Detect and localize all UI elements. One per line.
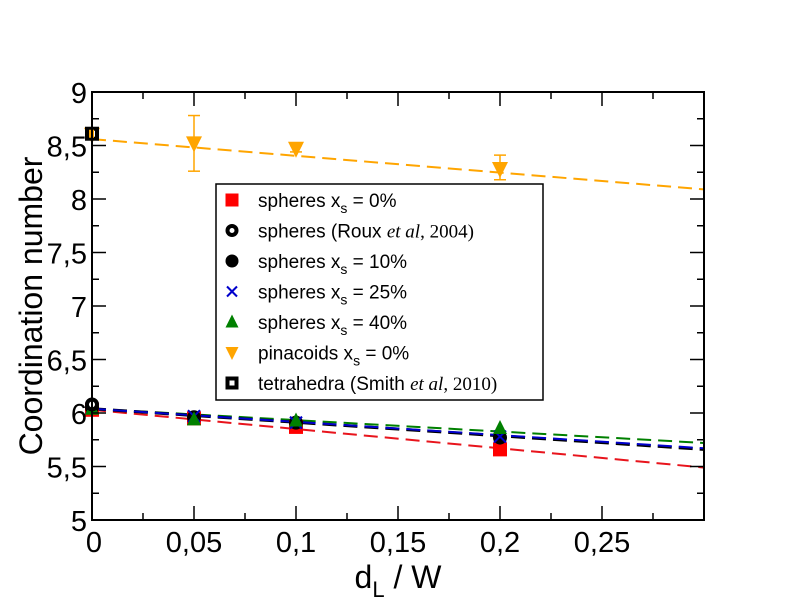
fit-line <box>91 407 705 444</box>
legend-label-text: spheres x <box>258 252 341 273</box>
y-tick-label: 9 <box>71 78 87 110</box>
legend-label-sub: s <box>340 322 347 338</box>
x-axis-label-suffix: / W <box>385 559 443 595</box>
x-tick-label: 0,15 <box>370 527 426 559</box>
legend-label-text: tetrahedra (Smith <box>258 374 410 395</box>
legend-label-text: spheres x <box>258 313 341 334</box>
legend-label: tetrahedra (Smith et al, 2010) <box>258 374 497 395</box>
legend-label-text: spheres x <box>258 191 341 212</box>
legend-label: spheres (Roux et al, 2004) <box>258 222 474 243</box>
x-tick-label: 0,1 <box>276 527 316 559</box>
x-axis-label-sub: L <box>372 577 384 602</box>
y-tick-label: 5,5 <box>47 453 87 485</box>
x-tick-label: 0,2 <box>480 527 520 559</box>
y-tick-label: 8,5 <box>47 132 87 164</box>
fit-line <box>91 408 705 469</box>
x-tick-label: 0 <box>86 527 102 559</box>
legend-label-sub: s <box>340 261 347 277</box>
legend-entry: pinacoids xs = 0% <box>225 344 409 369</box>
y-tick-label: 7 <box>71 292 87 324</box>
y-tick-label: 8 <box>71 185 87 217</box>
legend-label: spheres xs = 40% <box>258 313 407 338</box>
legend-entry: tetrahedra (Smith et al, 2010) <box>225 374 497 395</box>
legend-entry: spheres xs = 0% <box>225 191 397 216</box>
legend-label-post: = 25% <box>347 283 407 304</box>
legend-label-sub: s <box>353 353 360 369</box>
y-tick-label: 6 <box>71 399 87 431</box>
legend-label-post: = 0% <box>347 191 396 212</box>
legend-label-sub: s <box>340 200 347 216</box>
legend-marker-open-circle <box>225 224 239 237</box>
legend-label: spheres xs = 25% <box>258 283 407 308</box>
marker-triangle-down <box>186 136 202 153</box>
legend-label-italic: et al <box>410 374 443 395</box>
fit-line <box>91 138 705 191</box>
legend-entry: spheres xs = 40% <box>225 313 407 338</box>
legend-label-post: = 0% <box>360 344 409 365</box>
legend-label-year: , 2004) <box>420 222 474 243</box>
legend-marker-circle <box>225 254 239 268</box>
legend-marker-open-square <box>225 376 239 390</box>
legend-label-text: spheres (Roux <box>258 222 387 243</box>
x-axis-label-main: d <box>355 559 373 595</box>
marker-triangle-up <box>493 419 507 434</box>
legend-marker-x <box>226 285 238 298</box>
y-tick-label: 5 <box>71 506 87 538</box>
x-stroke <box>226 285 238 298</box>
marker-triangle-down <box>492 162 508 179</box>
legend-label-text: pinacoids x <box>258 344 354 365</box>
marker-square <box>493 442 507 457</box>
legend-box <box>215 183 544 401</box>
marker-triangle-down <box>288 141 304 158</box>
x-axis-ticks: 0 0,05 0,1 0,15 0,2 0,25 <box>86 92 705 559</box>
legend-marker-triangle-up <box>225 314 239 328</box>
marker-triangle-up <box>289 412 303 427</box>
fit-lines <box>91 138 705 469</box>
legend-label-sub: s <box>340 292 347 308</box>
x-axis-label: dL / W <box>355 559 443 602</box>
legend-marker-square <box>225 193 239 207</box>
legend-label: spheres xs = 10% <box>258 252 407 277</box>
legend-entry: spheres xs = 10% <box>225 252 407 277</box>
legend-label-text: spheres x <box>258 283 341 304</box>
legend-label-post: = 10% <box>347 252 407 273</box>
legend-label-post: = 40% <box>347 313 407 334</box>
legend-marker-triangle-down <box>225 347 239 360</box>
legend-entry: spheres (Roux et al, 2004) <box>225 222 474 243</box>
x-tick-label: 0,05 <box>166 527 222 559</box>
y-axis-label: Coordination number <box>13 156 49 455</box>
legend-label: spheres xs = 0% <box>258 191 397 216</box>
y-axis-ticks: 5 5,5 6 6,5 7 7,5 8 8,5 9 <box>47 78 704 538</box>
legend-label: pinacoids xs = 0% <box>258 344 409 369</box>
y-tick-label: 6,5 <box>47 346 87 378</box>
legend-entry: spheres xs = 25% <box>226 283 407 308</box>
legend-label-italic: et al <box>387 222 420 243</box>
y-tick-label: 7,5 <box>47 239 87 271</box>
x-tick-label: 0,25 <box>574 527 630 559</box>
fit-line <box>91 407 705 450</box>
marker-triangle-up <box>187 411 201 426</box>
legend-label-year: , 2010) <box>443 374 497 395</box>
legend: spheres xs = 0%spheres (Roux et al, 2004… <box>215 183 544 401</box>
